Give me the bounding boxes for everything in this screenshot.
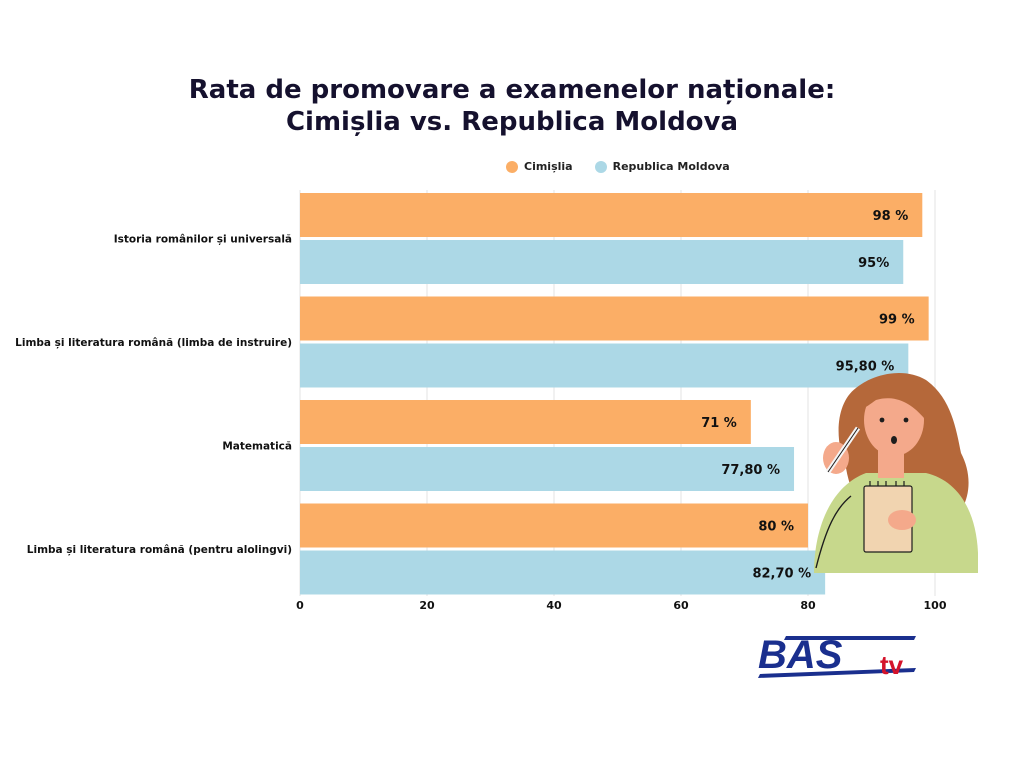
bar-1-0 — [300, 240, 904, 284]
chart-title-line2: Cimișlia vs. Republica Moldova — [285, 107, 739, 137]
x-tick-label-0: 0 — [296, 599, 304, 612]
category-label-3: Limba și literatura română (pentru aloli… — [27, 544, 292, 556]
bar-label-0-0: 98 % — [873, 209, 909, 224]
chart-legend: Cimișlia Republica Moldova — [506, 160, 730, 173]
category-label-0: Istoria românilor și universală — [114, 234, 292, 246]
bar-0-0 — [300, 193, 923, 237]
bar-1-3 — [300, 550, 826, 595]
legend-item-cimislia: Cimișlia — [506, 160, 573, 173]
bar-0-2 — [300, 400, 751, 444]
bar-label-1-1: 95,80 % — [836, 360, 895, 375]
category-label-1: Limba și literatura română (limba de ins… — [15, 337, 292, 349]
teacher-illustration — [814, 373, 978, 573]
legend-swatch-cimislia — [506, 160, 518, 173]
bar-1-1 — [300, 343, 909, 388]
legend-item-moldova: Republica Moldova — [594, 160, 730, 173]
x-tick-label-2: 40 — [546, 599, 562, 612]
x-tick-label-1: 20 — [419, 599, 435, 612]
bar-0-1 — [300, 296, 929, 341]
chart-title: Rata de promovare a examenelor naționale… — [0, 74, 1024, 138]
legend-label-cimislia: Cimișlia — [524, 160, 573, 173]
logo-text-tv: tv — [880, 650, 904, 680]
logo-text-bas: BAS — [758, 634, 843, 677]
bar-label-0-1: 99 % — [879, 313, 915, 328]
bar-0-3 — [300, 503, 808, 548]
x-tick-label-4: 80 — [800, 599, 816, 612]
x-tick-label-5: 100 — [924, 599, 947, 612]
legend-swatch-moldova — [594, 160, 607, 173]
bastv-logo: BAS tv — [758, 634, 916, 680]
bar-1-2 — [300, 447, 795, 491]
bar-label-1-2: 77,80 % — [721, 463, 780, 478]
legend-label-moldova: Republica Moldova — [612, 160, 730, 173]
bar-label-0-2: 71 % — [701, 416, 737, 431]
bar-label-1-3: 82,70 % — [752, 567, 811, 582]
bar-label-0-3: 80 % — [758, 520, 794, 535]
x-tick-label-3: 60 — [673, 599, 689, 612]
chart-title-line1: Rata de promovare a examenelor naționale… — [188, 75, 836, 105]
bar-label-1-0: 95% — [858, 256, 889, 271]
category-label-2: Matematică — [222, 441, 292, 453]
